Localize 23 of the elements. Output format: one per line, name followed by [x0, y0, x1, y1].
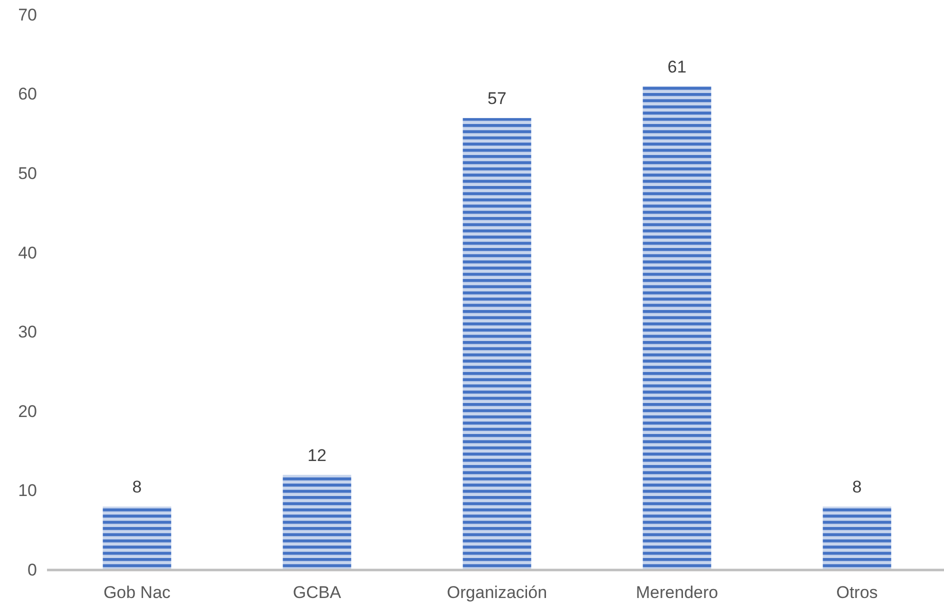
y-tick-label: 50 [18, 164, 37, 184]
x-tick-label: Otros [836, 583, 878, 602]
bar [282, 474, 352, 570]
data-label: 8 [132, 478, 142, 497]
x-tick-label: GCBA [292, 583, 342, 602]
data-label: 57 [488, 89, 506, 108]
y-tick-label: 60 [18, 84, 37, 104]
y-tick-label: 30 [18, 322, 37, 342]
data-label: 8 [852, 478, 862, 497]
y-tick-label: 20 [18, 402, 37, 421]
y-tick-label: 10 [18, 481, 37, 500]
x-tick-label: Merendero [636, 583, 718, 602]
data-label: 12 [308, 446, 326, 465]
bar [642, 86, 712, 570]
y-tick-label: 0 [28, 560, 37, 580]
bar [102, 506, 172, 570]
x-tick-label: Organización [446, 583, 548, 602]
bar [462, 118, 532, 570]
data-label: 61 [668, 57, 686, 76]
y-tick-label: 70 [18, 5, 37, 24]
x-tick-label: Gob Nac [103, 583, 172, 602]
bar [822, 506, 892, 570]
y-tick-label: 40 [18, 243, 37, 262]
